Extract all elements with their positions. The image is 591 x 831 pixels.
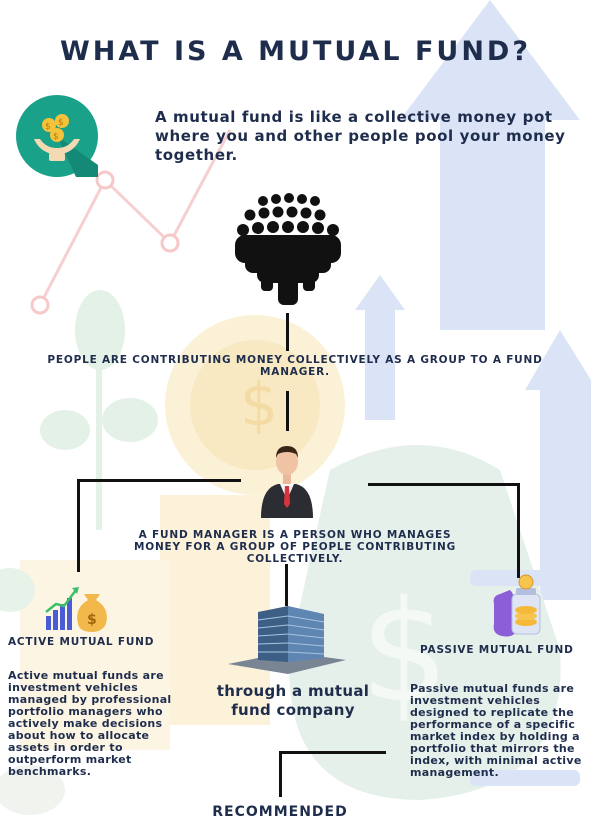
active-fund-heading: ACTIVE MUTUAL FUND [8,636,155,648]
coin-jar-icon [493,574,541,637]
svg-text:$: $ [240,370,278,440]
active-fund-description: Active mutual funds are investment vehic… [8,669,172,778]
manager-caption: A FUND MANAGER IS A PERSON WHO MANAGES M… [133,529,457,565]
svg-text:$: $ [58,118,64,128]
connector-left-vertical [77,479,80,572]
svg-text:$: $ [45,122,51,132]
hands-holding-coins-icon: $ $ $ [16,95,98,177]
growth-chart-money-bag-icon: $ [45,587,107,632]
active-icon-wrapper: $ [44,580,112,632]
connector-caption-down [286,391,289,431]
office-building-icon [228,606,346,674]
businessman-icon [261,446,313,518]
passive-icon-wrapper [490,574,550,638]
svg-text:$: $ [53,132,59,142]
connector-people-down [286,313,289,351]
connector-left-horizontal [78,479,241,482]
hero-icon-wrapper: $ $ $ [16,95,98,177]
svg-text:$: $ [87,612,97,628]
passive-fund-heading: PASSIVE MUTUAL FUND [420,644,574,656]
crowd-icon [235,193,341,305]
intro-text: A mutual fund is like a collective money… [155,108,566,164]
passive-fund-description: Passive mutual funds are investment vehi… [410,682,582,779]
svg-text:$: $ [360,571,449,734]
company-building [228,604,346,674]
connector-bottom-horizontal [279,751,386,754]
manager-figure [258,440,316,518]
people-group [233,193,343,305]
connector-center-vertical [285,564,288,606]
page-title: WHAT IS A MUTUAL FUND? [59,36,532,67]
company-caption: through a mutual fund company [216,682,370,719]
connector-right-horizontal [368,483,520,486]
connector-right-vertical [517,483,520,578]
connector-bottom-vertical [279,751,282,797]
recommended-label: RECOMMENDED [212,804,348,820]
people-caption: PEOPLE ARE CONTRIBUTING MONEY COLLECTIVE… [47,354,543,378]
